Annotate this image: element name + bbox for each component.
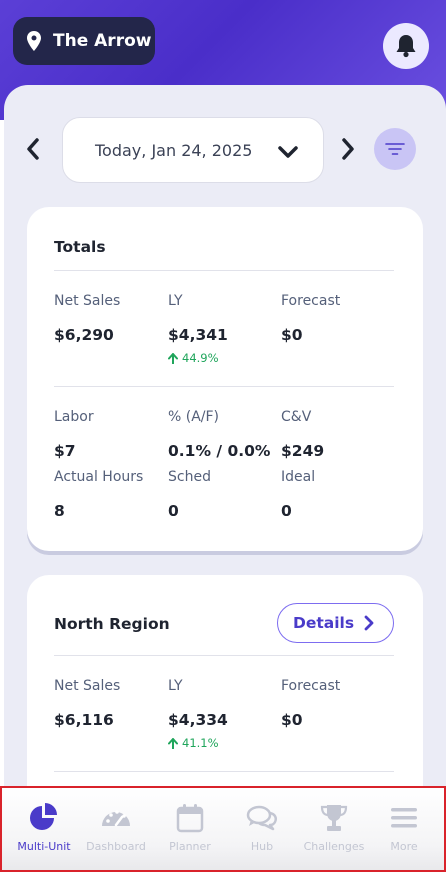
details-label: Details [293, 614, 355, 632]
metric-label: Actual Hours [54, 469, 144, 485]
bell-icon [396, 35, 416, 58]
divider [54, 771, 394, 772]
tab-label: Dashboard [86, 840, 146, 853]
tab-hub[interactable]: Hub [226, 788, 298, 870]
metric-label: Net Sales [54, 678, 121, 694]
tab-more[interactable]: More [368, 788, 440, 870]
metric-value: $0 [281, 711, 303, 729]
card-title: North Region [54, 615, 170, 633]
metric-label: LY [168, 678, 183, 694]
details-button[interactable]: Details [277, 603, 394, 643]
chevron-right-icon[interactable] [341, 138, 355, 160]
arrow-up-icon [168, 352, 178, 364]
date-label: Today, Jan 24, 2025 [95, 140, 253, 160]
tab-multi-unit[interactable]: Multi-Unit [8, 788, 80, 870]
date-navigator: Today, Jan 24, 2025 [4, 85, 446, 195]
chevron-left-icon[interactable] [26, 138, 40, 160]
metric-value: $6,290 [54, 326, 114, 344]
metric-label: Net Sales [54, 293, 121, 309]
divider [54, 655, 394, 656]
location-pin-icon [27, 31, 41, 51]
metric-value: $249 [281, 442, 325, 460]
metric-value: $4,334 [168, 711, 228, 729]
metric-value: $6,116 [54, 711, 114, 729]
tab-label: Multi-Unit [17, 840, 71, 853]
store-name: The Arrow [53, 31, 152, 51]
card-title: Totals [54, 238, 106, 256]
store-selector-button[interactable]: The Arrow [13, 17, 155, 65]
metric-value: 8 [54, 502, 65, 520]
chevron-down-icon [278, 146, 298, 158]
metric-value: 0 [281, 502, 292, 520]
metric-label: % (A/F) [168, 409, 220, 425]
trophy-icon [320, 805, 348, 831]
ly-delta-badge: 41.1% [168, 736, 219, 750]
date-picker[interactable]: Today, Jan 24, 2025 [62, 117, 324, 183]
ly-delta-badge: 44.9% [168, 351, 219, 365]
metric-value: 0 [168, 502, 179, 520]
calendar-icon [176, 804, 204, 833]
metric-value: 0.1% / 0.0% [168, 442, 271, 460]
metric-label: C&V [281, 409, 312, 425]
filter-icon [385, 143, 405, 155]
totals-card: Totals Net Sales LY Forecast $6,290 $4,3… [27, 207, 423, 551]
metric-label: Sched [168, 469, 211, 485]
chevron-right-icon [364, 615, 374, 631]
tab-dashboard[interactable]: Dashboard [80, 788, 152, 870]
arrow-up-icon [168, 737, 178, 749]
filter-button[interactable] [374, 128, 416, 170]
metric-value: $7 [54, 442, 76, 460]
bottom-tab-bar: Multi-Unit Dashboard Planner [0, 786, 446, 872]
divider [54, 386, 394, 387]
tab-planner[interactable]: Planner [154, 788, 226, 870]
metric-label: LY [168, 293, 183, 309]
tab-challenges[interactable]: Challenges [298, 788, 370, 870]
tab-label: Hub [250, 840, 274, 853]
chat-bubbles-icon [246, 805, 278, 831]
metric-label: Forecast [281, 293, 341, 309]
metric-label: Forecast [281, 678, 341, 694]
menu-icon [391, 808, 417, 828]
metric-value: $4,341 [168, 326, 228, 344]
metric-label: Ideal [281, 469, 316, 485]
tab-label: More [390, 840, 418, 853]
main-content: Today, Jan 24, 2025 Totals Net Sales LY … [4, 85, 446, 872]
divider [54, 270, 394, 271]
metric-value: $0 [281, 326, 303, 344]
pie-chart-icon [30, 803, 57, 830]
tab-label: Challenges [303, 840, 365, 853]
notifications-button[interactable] [383, 23, 429, 69]
metric-label: Labor [54, 409, 94, 425]
tab-label: Planner [169, 840, 211, 853]
gauge-icon [102, 810, 130, 827]
